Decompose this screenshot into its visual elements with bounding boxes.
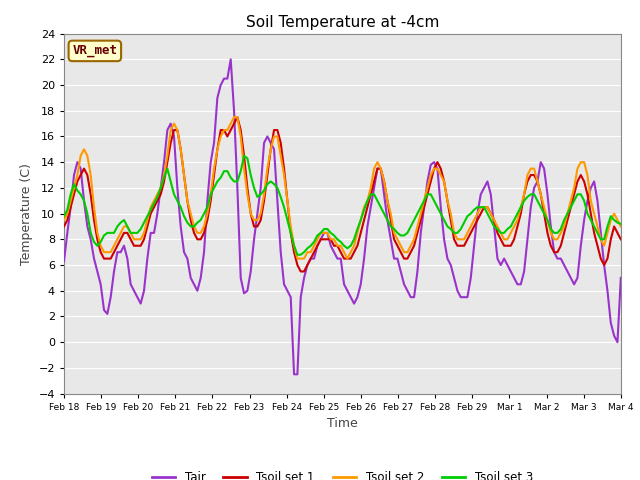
Legend: Tair, Tsoil set 1, Tsoil set 2, Tsoil set 3: Tair, Tsoil set 1, Tsoil set 2, Tsoil se… — [147, 466, 538, 480]
X-axis label: Time: Time — [327, 417, 358, 430]
Y-axis label: Temperature (C): Temperature (C) — [20, 163, 33, 264]
Text: VR_met: VR_met — [72, 44, 117, 58]
Title: Soil Temperature at -4cm: Soil Temperature at -4cm — [246, 15, 439, 30]
